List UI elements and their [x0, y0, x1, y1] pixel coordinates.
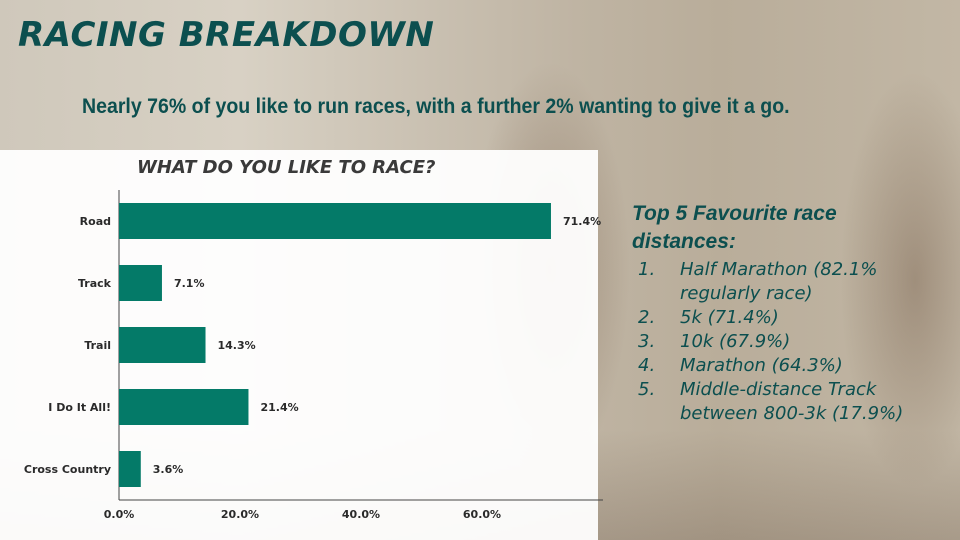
bar	[119, 203, 551, 239]
data-label: 3.6%	[153, 463, 184, 476]
list-item-text: Half Marathon (82.1% regularly race)	[680, 259, 878, 304]
bar-chart: Road 71.4% Track 7.1% Trail 14.3% I Do It All!…	[24, 190, 603, 521]
category-label: Track	[78, 277, 112, 290]
list-item-number: 3.	[638, 331, 656, 352]
background-runner-blur	[840, 70, 960, 490]
list-item: 3. 10k (67.9%)	[632, 330, 952, 354]
list-item-text: Marathon (64.3%)	[680, 355, 843, 376]
category-label: I Do It All!	[48, 401, 111, 414]
x-tick-label: 0.0%	[104, 508, 135, 521]
list-item: 4. Marathon (64.3%)	[632, 354, 952, 378]
list-item-text: 10k (67.9%)	[680, 331, 791, 352]
x-tick-label: 60.0%	[463, 508, 501, 521]
category-label: Trail	[84, 339, 111, 352]
list-item: 1. Half Marathon (82.1% regularly race)	[632, 258, 952, 306]
list-item: 5. Middle-distance Track between 800-3k (…	[632, 378, 952, 426]
slide-subtitle: Nearly 76% of you like to run races, wit…	[82, 95, 790, 118]
bar	[119, 265, 162, 301]
favourite-distances-heading: Top 5 Favourite race distances:	[632, 202, 837, 253]
list-item-number: 5.	[638, 379, 656, 400]
slide-title: RACING BREAKDOWN	[18, 15, 435, 55]
list-item-text: 5k (71.4%)	[680, 307, 779, 328]
list-item-number: 1.	[638, 259, 656, 280]
favourite-distances-list: 1. Half Marathon (82.1% regularly race) 2…	[632, 258, 952, 426]
x-tick-label: 40.0%	[342, 508, 380, 521]
bar	[119, 327, 206, 363]
chart-title: WHAT DO YOU LIKE TO RACE?	[137, 157, 436, 178]
list-item-number: 4.	[638, 355, 656, 376]
data-label: 71.4%	[563, 215, 601, 228]
data-label: 21.4%	[260, 401, 298, 414]
list-item-number: 2.	[638, 307, 656, 328]
category-label: Cross Country	[24, 463, 111, 476]
x-tick-label: 20.0%	[221, 508, 259, 521]
favourite-distances-panel: Top 5 Favourite race distances: 1. Half M…	[632, 200, 952, 426]
bar	[119, 389, 249, 425]
list-item: 2. 5k (71.4%)	[632, 306, 952, 330]
data-label: 14.3%	[218, 339, 256, 352]
bar	[119, 451, 141, 487]
list-item-text: Middle-distance Track between 800-3k (17…	[680, 379, 904, 424]
data-label: 7.1%	[174, 277, 205, 290]
category-label: Road	[80, 215, 111, 228]
